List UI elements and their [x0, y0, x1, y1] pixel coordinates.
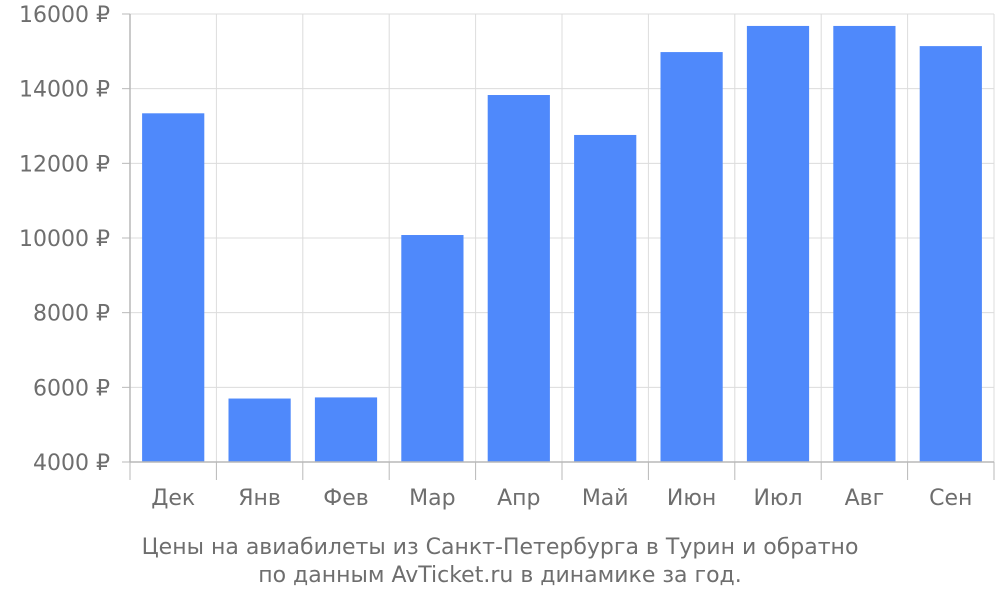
bar	[833, 25, 896, 463]
chart-caption-line-1: Цены на авиабилеты из Санкт-Петербурга в…	[141, 535, 859, 560]
x-tick-label: Сен	[929, 486, 972, 511]
bar	[746, 25, 810, 463]
x-tick-label: Дек	[151, 486, 195, 511]
x-tick-label: Авг	[845, 486, 885, 511]
y-tick-label: 16000 ₽	[19, 3, 110, 28]
x-tick-label: Фев	[323, 486, 368, 511]
bar	[228, 398, 291, 462]
chart-caption-line-2: по данным AvTicket.ru в динамике за год.	[258, 563, 742, 588]
x-tick-label: Май	[582, 486, 629, 511]
x-tick-label: Апр	[497, 486, 540, 511]
bar	[401, 235, 464, 462]
y-tick-label: 4000 ₽	[33, 451, 110, 476]
bar	[919, 46, 982, 463]
y-tick-label: 8000 ₽	[33, 302, 110, 327]
y-tick-label: 14000 ₽	[19, 78, 110, 103]
bar	[314, 397, 378, 462]
y-tick-label: 12000 ₽	[19, 152, 110, 177]
bar	[660, 52, 723, 463]
x-tick-label: Мар	[409, 486, 455, 511]
bar	[487, 95, 550, 462]
bar	[142, 113, 205, 462]
x-tick-label: Янв	[238, 486, 281, 511]
x-tick-label: Июн	[667, 486, 716, 511]
y-tick-label: 10000 ₽	[19, 227, 110, 252]
y-tick-label: 6000 ₽	[33, 376, 110, 401]
x-tick-label: Июл	[753, 486, 802, 511]
bar	[574, 134, 637, 462]
